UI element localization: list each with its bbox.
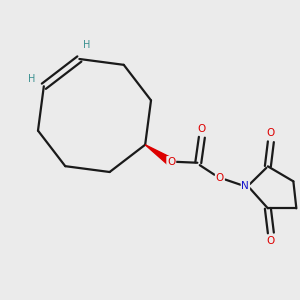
Polygon shape bbox=[145, 145, 172, 164]
Text: O: O bbox=[198, 124, 206, 134]
Text: O: O bbox=[267, 236, 275, 246]
Text: O: O bbox=[216, 173, 224, 183]
Text: H: H bbox=[83, 40, 91, 50]
Text: H: H bbox=[28, 74, 35, 84]
Text: O: O bbox=[267, 128, 275, 138]
Text: O: O bbox=[167, 157, 176, 167]
Text: N: N bbox=[242, 181, 249, 191]
